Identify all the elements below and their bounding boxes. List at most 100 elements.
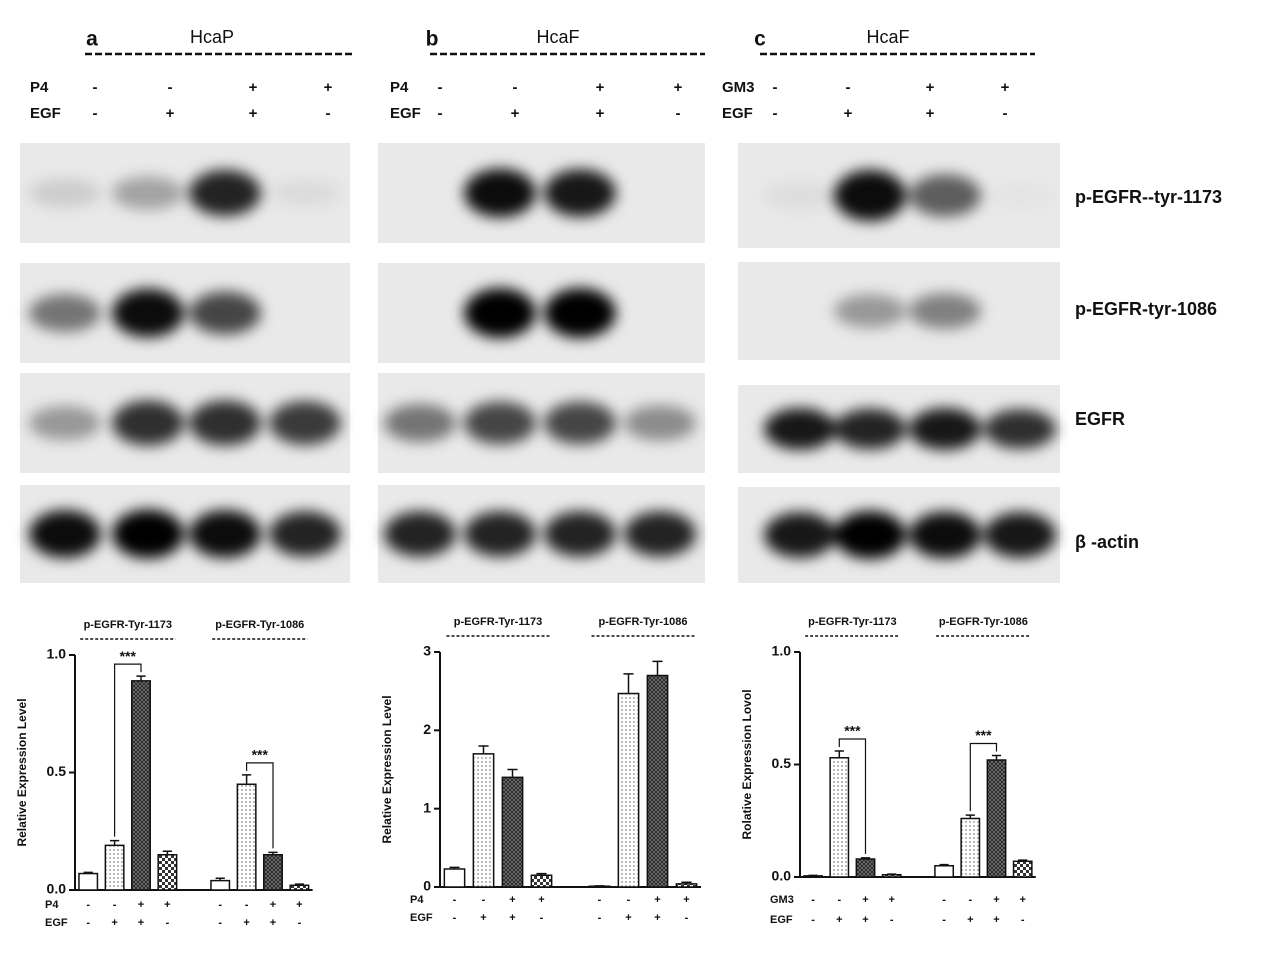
treatment-sign: -: [245, 899, 249, 911]
band: [112, 509, 184, 559]
treatment-sign: +: [926, 79, 935, 96]
significance-bracket: [969, 742, 998, 812]
treatment-label: GM3: [770, 894, 794, 906]
bar: [986, 759, 1007, 878]
treatment-sign: +: [324, 79, 333, 96]
error-bar: [991, 754, 1002, 760]
band: [834, 294, 906, 328]
blot-bands: [764, 511, 1056, 559]
panel-letter: a: [86, 28, 98, 51]
treatment-sign: +: [926, 105, 935, 122]
band: [464, 401, 536, 445]
treatment-label: P4: [45, 899, 59, 911]
band: [464, 168, 536, 218]
band: [544, 401, 616, 445]
treatment-label: EGF: [410, 912, 433, 924]
bar: [289, 884, 310, 891]
y-tick-label: 1: [423, 799, 431, 815]
treatment-sign: -: [298, 917, 302, 929]
band: [112, 176, 184, 210]
error-bar: [478, 745, 489, 754]
band: [189, 169, 261, 217]
treatment-sign: -: [93, 105, 98, 122]
treatment-label: EGF: [45, 917, 68, 929]
band: [909, 408, 981, 450]
treatment-sign: -: [218, 917, 222, 929]
treatment-sign: -: [890, 914, 894, 926]
error-bar: [241, 774, 252, 785]
treatment-sign: -: [811, 894, 815, 906]
band: [112, 400, 184, 446]
treatment-label: P4: [30, 79, 49, 96]
error-bar: [623, 673, 634, 694]
band: [269, 401, 341, 445]
bar: [617, 692, 640, 888]
bar: [236, 783, 257, 891]
group-label: p-EGFR-Tyr-1173: [454, 616, 542, 628]
bar: [443, 868, 466, 888]
error-bar: [136, 675, 146, 681]
treatment-label: EGF: [30, 105, 61, 122]
treatment-sign: -: [540, 912, 544, 924]
band: [909, 511, 981, 559]
bar: [78, 872, 99, 891]
significance-label: ***: [252, 747, 269, 763]
treatment-sign: +: [844, 105, 853, 122]
band: [764, 512, 836, 558]
blot-bands: [29, 288, 261, 338]
treatment-sign: -: [627, 894, 631, 906]
error-bar: [965, 814, 975, 819]
band: [909, 174, 981, 217]
treatment-sign: +: [596, 79, 605, 96]
treatment-label: EGF: [722, 105, 753, 122]
band: [189, 400, 261, 446]
band: [834, 511, 906, 559]
treatment-sign: +: [166, 105, 175, 122]
bar: [501, 776, 524, 888]
treatment-sign: +: [654, 894, 660, 906]
band: [189, 510, 261, 558]
blot-bands: [384, 401, 696, 445]
treatment-sign: +: [249, 79, 258, 96]
treatment-sign: -: [113, 899, 117, 911]
y-tick-label: 1.0: [772, 643, 792, 659]
band: [112, 288, 184, 338]
error-bar: [83, 871, 93, 874]
y-tick-label: 2: [423, 721, 431, 737]
treatment-sign: -: [482, 894, 486, 906]
blot-label: p-EGFR--tyr-1173: [1075, 187, 1222, 207]
treatment-sign: +: [967, 914, 973, 926]
band: [269, 179, 341, 207]
bar: [855, 858, 876, 878]
y-tick-label: 0.0: [47, 881, 67, 897]
blot-bands: [29, 169, 341, 217]
band: [909, 292, 981, 330]
error-bar: [449, 866, 460, 869]
band: [544, 169, 616, 217]
band: [834, 408, 906, 450]
treatment-sign: -: [1003, 105, 1008, 122]
treatment-sign: +: [138, 899, 144, 911]
treatment-sign: +: [683, 894, 689, 906]
significance-label: ***: [975, 727, 992, 743]
treatment-sign: +: [1001, 79, 1010, 96]
treatment-sign: -: [93, 79, 98, 96]
blot-bands: [464, 168, 616, 218]
treatment-sign: +: [862, 894, 868, 906]
group-label: p-EGFR-Tyr-1086: [939, 616, 1028, 628]
treatment-sign: -: [1021, 914, 1025, 926]
treatment-sign: -: [86, 899, 90, 911]
bar: [1012, 860, 1033, 878]
treatment-sign: +: [249, 105, 258, 122]
band: [624, 511, 696, 557]
bar: [131, 680, 151, 891]
y-tick-label: 1.0: [47, 646, 67, 662]
band: [29, 294, 101, 332]
panel-letter: b: [426, 28, 439, 51]
treatment-sign: -: [846, 79, 851, 96]
band: [764, 181, 836, 210]
treatment-sign: -: [942, 914, 946, 926]
treatment-sign: -: [837, 894, 841, 906]
band: [544, 288, 616, 338]
treatment-sign: +: [836, 914, 842, 926]
